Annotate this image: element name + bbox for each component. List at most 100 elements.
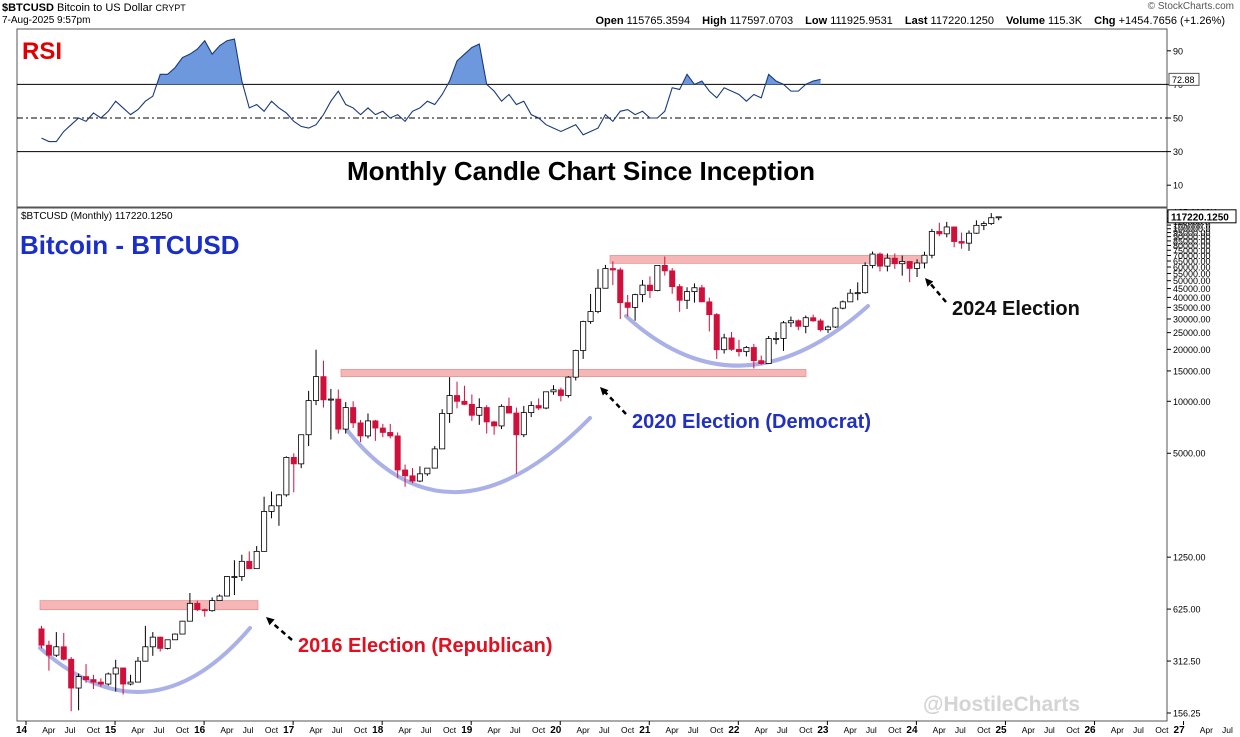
candle-body xyxy=(491,421,498,427)
annotation-arrow-shaft xyxy=(269,620,293,641)
x-year-label: 14 xyxy=(16,725,28,736)
x-quarter-label: Apr xyxy=(577,725,590,735)
x-year-label: 26 xyxy=(1084,725,1096,736)
candle-body xyxy=(669,270,676,287)
chart-header-left: $BTCUSD Bitcoin to US Dollar CRYPT xyxy=(2,2,186,14)
candle-body xyxy=(194,602,201,611)
candle-body xyxy=(921,254,928,264)
x-quarter-label: Oct xyxy=(1066,725,1080,735)
price-tick-label: 5000.00 xyxy=(1173,449,1206,459)
candle-body xyxy=(528,405,535,414)
candle-body xyxy=(966,232,973,244)
candle-body xyxy=(38,628,45,646)
candle-body xyxy=(958,241,965,244)
candle-body xyxy=(632,294,639,308)
candle-body xyxy=(476,407,483,416)
candle-body xyxy=(253,550,260,570)
x-quarter-label: Jul xyxy=(1044,725,1055,735)
candle-body xyxy=(246,560,253,570)
candle-body xyxy=(587,311,594,322)
price-tick-label: 60000.00 xyxy=(1173,263,1211,273)
candle-body xyxy=(951,226,958,242)
price-tick-label: 85000.00 xyxy=(1173,236,1211,246)
candle-body xyxy=(565,376,572,396)
price-panel-title: Bitcoin - BTCUSD xyxy=(20,230,240,260)
candle-body xyxy=(580,321,587,351)
x-year-label: 25 xyxy=(995,725,1007,736)
candle-body xyxy=(298,434,305,465)
candle-body xyxy=(261,511,268,552)
candle-body xyxy=(454,395,461,402)
candle-body xyxy=(802,317,809,327)
candle-body xyxy=(609,268,616,271)
price-tick-label: 90000.00 xyxy=(1173,232,1211,242)
candle-body xyxy=(238,560,245,577)
candle-body xyxy=(743,347,750,353)
candle-body xyxy=(617,269,624,304)
candle-body xyxy=(765,338,772,364)
cup-pattern-arc xyxy=(345,416,592,495)
x-quarter-label: Jul xyxy=(1222,725,1233,735)
x-quarter-label: Apr xyxy=(309,725,322,735)
candle-body xyxy=(535,405,542,409)
candle-body xyxy=(394,435,401,471)
candle-body xyxy=(832,307,839,328)
candle-body xyxy=(439,413,446,450)
rsi-panel-title: Monthly Candle Chart Since Inception xyxy=(347,156,815,186)
candle-body xyxy=(105,673,112,685)
candle-body xyxy=(825,326,832,331)
symbol-name: Bitcoin to US Dollar xyxy=(57,2,153,14)
annotation-label: 2016 Election (Republican) xyxy=(298,635,553,657)
candle-body xyxy=(543,391,550,409)
price-tick-label: 55000.00 xyxy=(1173,269,1211,279)
rsi-current-box xyxy=(1168,72,1200,86)
candle-body xyxy=(468,403,475,416)
price-tick-label: 20000.00 xyxy=(1173,345,1211,355)
price-tick-label: 50000.00 xyxy=(1173,276,1211,286)
candle-body xyxy=(179,620,186,635)
candle-body xyxy=(914,262,921,269)
price-tick-label: 75000.00 xyxy=(1173,246,1211,256)
candle-body xyxy=(313,376,320,401)
price-tick-label: 15000.00 xyxy=(1173,366,1211,376)
candle-body xyxy=(409,475,416,482)
candle-body xyxy=(810,317,817,322)
candle-body xyxy=(557,389,564,396)
x-quarter-label: Oct xyxy=(443,725,457,735)
x-year-label: 24 xyxy=(906,725,918,736)
x-quarter-label: Oct xyxy=(799,725,813,735)
candle-body xyxy=(275,494,282,507)
x-quarter-label: Apr xyxy=(755,725,768,735)
candle-body xyxy=(283,457,290,496)
candle-body xyxy=(134,660,141,683)
candle-body xyxy=(120,667,127,685)
brand[interactable]: © StockCharts.com xyxy=(1147,1,1234,12)
annotation-label: 2020 Election (Democrat) xyxy=(632,411,871,433)
annotation-arrow-head xyxy=(600,387,609,396)
candle-body xyxy=(780,322,787,339)
x-quarter-label: Jul xyxy=(332,725,343,735)
candle-body xyxy=(943,226,950,235)
watermark: @HostileCharts xyxy=(923,693,1080,716)
x-quarter-label: Oct xyxy=(532,725,546,735)
price-tick-label: 95000.00 xyxy=(1173,228,1211,238)
price-tick-label: 100000.0 xyxy=(1173,224,1211,234)
candle-body xyxy=(483,407,490,423)
price-tick-label: 65000.00 xyxy=(1173,257,1211,267)
candle-body xyxy=(758,360,765,364)
resistance-band xyxy=(39,600,259,611)
x-quarter-label: Oct xyxy=(354,725,368,735)
candle-body xyxy=(97,681,104,685)
candle-body xyxy=(431,448,438,469)
x-quarter-label: Oct xyxy=(977,725,991,735)
annotation-arrow-head xyxy=(925,278,934,287)
rsi-line xyxy=(41,38,821,143)
x-quarter-label: Oct xyxy=(87,725,101,735)
price-panel-frame xyxy=(16,207,1168,722)
candle-body xyxy=(172,633,179,641)
rsi-tick-label: 50 xyxy=(1173,114,1183,124)
candle-body xyxy=(327,398,334,401)
